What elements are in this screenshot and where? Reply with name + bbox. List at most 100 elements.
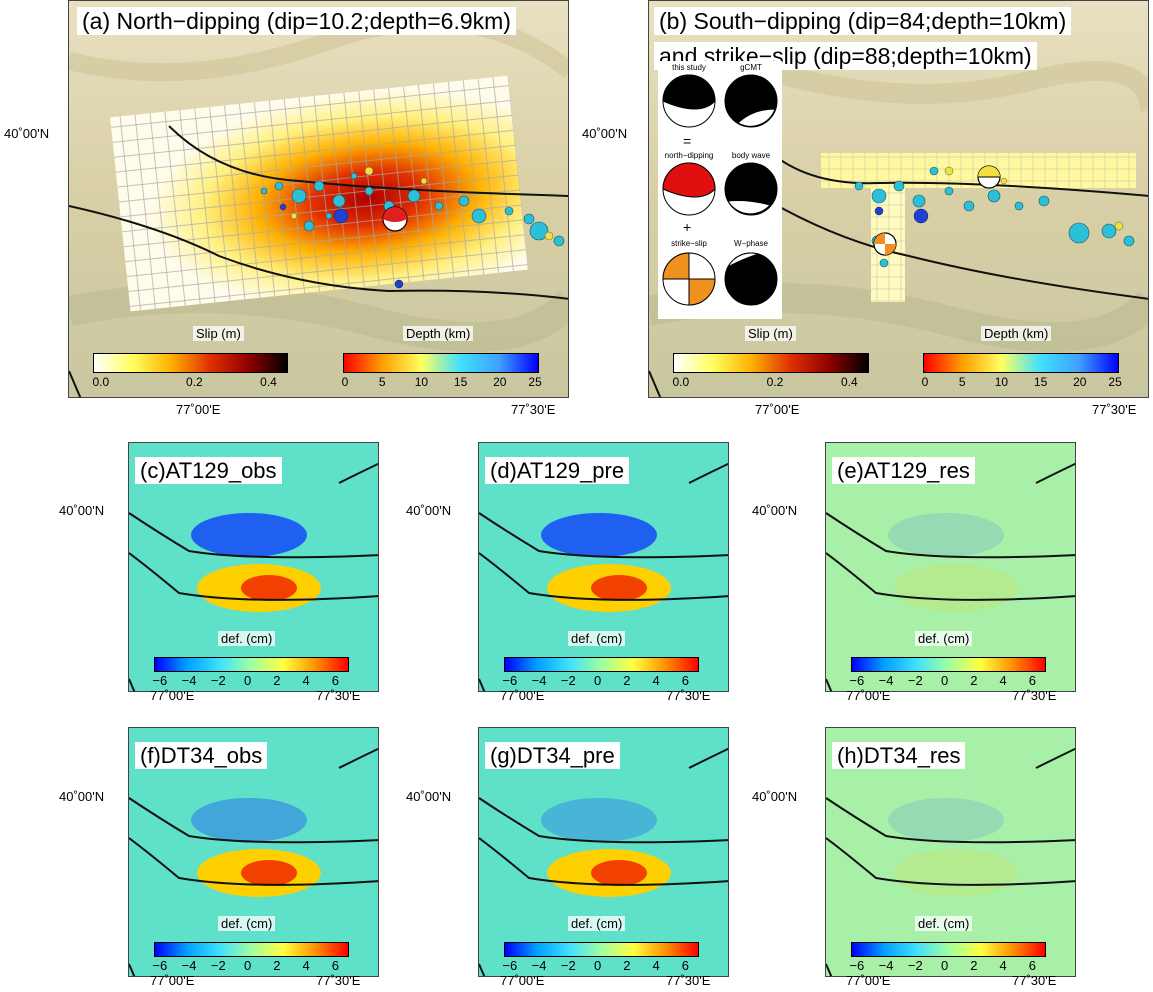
depth-colorbar-label-a: Depth (km) xyxy=(403,326,474,341)
slip-colorbar-label-b: Slip (m) xyxy=(745,326,796,341)
def-colorbar-tick: −4 xyxy=(181,958,197,973)
def-colorbar-tick: −4 xyxy=(531,958,547,973)
def-colorbar-tick: 4 xyxy=(302,673,310,688)
fault-trace-north xyxy=(826,797,1075,844)
def-colorbar-tick: 2 xyxy=(970,958,978,973)
panel-d-map: (d)AT129_pre def. (cm) −6 −4 −2 0 2 4 6 xyxy=(478,442,729,692)
def-colorbar-tick: 6 xyxy=(1028,673,1036,688)
slip-colorbar-b xyxy=(673,353,869,373)
mech-label-north-dipping: north−dipping xyxy=(664,151,714,160)
aftershock-circles-a xyxy=(260,172,565,247)
def-colorbar-tick: −4 xyxy=(531,673,547,688)
def-colorbar-tick: 2 xyxy=(623,673,631,688)
fault-trace-south xyxy=(479,552,728,601)
mech-plus-sign: + xyxy=(683,219,692,235)
def-colorbar-tick: −2 xyxy=(560,958,576,973)
def-colorbar-tick: −6 xyxy=(152,958,168,973)
mech-equals-sign: = xyxy=(683,133,692,149)
fault-trace-south xyxy=(479,837,728,886)
slip-colorbar-label-a: Slip (m) xyxy=(193,326,244,341)
panel-f-lon-label-2: 77˚30'E xyxy=(316,973,361,988)
def-colorbar-ticks: −6 −4 −2 0 2 4 6 xyxy=(849,958,1046,973)
panel-h-lon-label-1: 77˚00'E xyxy=(846,973,891,988)
panel-f-lat-label: 40˚00'N xyxy=(59,789,105,804)
def-colorbar-ticks: −6 −4 −2 0 2 4 6 xyxy=(152,958,349,973)
mech-label-gcmt: gCMT xyxy=(740,63,762,72)
insar-field xyxy=(479,443,728,691)
def-colorbar-tick: −4 xyxy=(181,673,197,688)
panel-g-lon-label-2: 77˚30'E xyxy=(666,973,711,988)
panel-a-basemap xyxy=(69,1,568,397)
def-colorbar xyxy=(504,657,699,672)
panel-d-lon-label-1: 77˚00'E xyxy=(500,688,545,703)
def-colorbar-ticks: −6 −4 −2 0 2 4 6 xyxy=(849,673,1046,688)
mech-label-body-wave: body wave xyxy=(731,151,771,160)
panel-b-map: (b) South−dipping (dip=84;depth=10km) an… xyxy=(648,0,1149,398)
panel-h-lat-label: 40˚00'N xyxy=(752,789,798,804)
def-colorbar-tick: −2 xyxy=(210,673,226,688)
def-colorbar-tick: −6 xyxy=(502,673,518,688)
slip-colorbar-ticks-b: 0.0 0.2 0.4 xyxy=(672,375,858,389)
def-colorbar-ticks: −6 −4 −2 0 2 4 6 xyxy=(502,958,699,973)
fault-trace-south-b xyxy=(768,200,1148,300)
def-colorbar-tick: −2 xyxy=(907,958,923,973)
panel-b-lat-label: 40˚00'N xyxy=(582,126,628,141)
def-colorbar-tick: −2 xyxy=(907,673,923,688)
focal-mechanism-a xyxy=(382,206,408,232)
mech-label-this-study: this study xyxy=(672,63,706,72)
fault-trace-north xyxy=(479,797,728,844)
panel-h-map: (h)DT34_res def. (cm) −6 −4 −2 0 2 4 6 xyxy=(825,727,1076,977)
def-colorbar-label: def. (cm) xyxy=(568,916,626,931)
depth-colorbar-ticks-b: 0 5 10 15 20 25 xyxy=(921,375,1122,389)
def-colorbar-tick: 4 xyxy=(652,958,660,973)
depth-colorbar-a xyxy=(343,353,539,373)
def-colorbar xyxy=(154,657,349,672)
def-colorbar-tick: 0 xyxy=(243,958,252,973)
def-colorbar-tick: 0 xyxy=(593,673,602,688)
panel-g-lat-label: 40˚00'N xyxy=(406,789,452,804)
insar-field xyxy=(826,443,1075,691)
def-colorbar-tick: 0 xyxy=(940,958,949,973)
panel-a-title: (a) North−dipping (dip=10.2;depth=6.9km) xyxy=(77,7,516,36)
def-colorbar-label: def. (cm) xyxy=(915,631,973,646)
slip-patch-grid-b xyxy=(821,153,1136,302)
def-colorbar-tick: 2 xyxy=(623,958,631,973)
panel-f-lon-label-1: 77˚00'E xyxy=(150,973,195,988)
def-colorbar xyxy=(504,942,699,957)
panel-f-title: (f)DT34_obs xyxy=(135,742,268,770)
depth-colorbar-ticks-a: 0 5 10 15 20 25 xyxy=(341,375,542,389)
mechanism-beachballs xyxy=(662,74,778,306)
def-colorbar-tick: −2 xyxy=(210,958,226,973)
def-colorbar-label: def. (cm) xyxy=(218,631,276,646)
def-colorbar-label: def. (cm) xyxy=(568,631,626,646)
panel-d-lat-label: 40˚00'N xyxy=(406,503,452,518)
slip-colorbar-ticks-a: 0.0 0.2 0.4 xyxy=(92,375,277,389)
depth-colorbar-b xyxy=(923,353,1119,373)
panel-b-title-line1: (b) South−dipping (dip=84;depth=10km) xyxy=(654,7,1072,36)
def-colorbar-tick: 4 xyxy=(652,673,660,688)
def-colorbar-tick: 0 xyxy=(593,958,602,973)
def-colorbar-tick: 6 xyxy=(331,673,339,688)
panel-d-lon-label-2: 77˚30'E xyxy=(666,688,711,703)
panel-b-lon-label-1: 77˚00'E xyxy=(755,402,800,417)
def-colorbar-tick: −6 xyxy=(152,673,168,688)
fault-trace-south xyxy=(826,552,1075,601)
panel-e-map: (e)AT129_res def. (cm) −6 −4 −2 0 2 4 6 xyxy=(825,442,1076,692)
def-colorbar-tick: 4 xyxy=(999,958,1007,973)
fault-trace-north-b xyxy=(768,150,1148,197)
def-colorbar-label: def. (cm) xyxy=(915,916,973,931)
def-colorbar-tick: 2 xyxy=(273,958,281,973)
panel-c-lon-label-2: 77˚30'E xyxy=(316,688,361,703)
def-colorbar-tick: −4 xyxy=(878,673,894,688)
def-colorbar-tick: 2 xyxy=(970,673,978,688)
panel-c-lat-label: 40˚00'N xyxy=(59,503,105,518)
panel-c-lon-label-1: 77˚00'E xyxy=(150,688,195,703)
def-colorbar-tick: 4 xyxy=(999,673,1007,688)
insar-field xyxy=(826,728,1075,976)
def-colorbar-tick: −6 xyxy=(849,673,865,688)
panel-e-title: (e)AT129_res xyxy=(832,457,975,485)
panel-e-lon-label-1: 77˚00'E xyxy=(846,688,891,703)
def-colorbar-ticks: −6 −4 −2 0 2 4 6 xyxy=(502,673,699,688)
def-colorbar-tick: 6 xyxy=(1028,958,1036,973)
panel-c-map: (c)AT129_obs def. (cm) −6 −4 −2 0 2 4 6 xyxy=(128,442,379,692)
